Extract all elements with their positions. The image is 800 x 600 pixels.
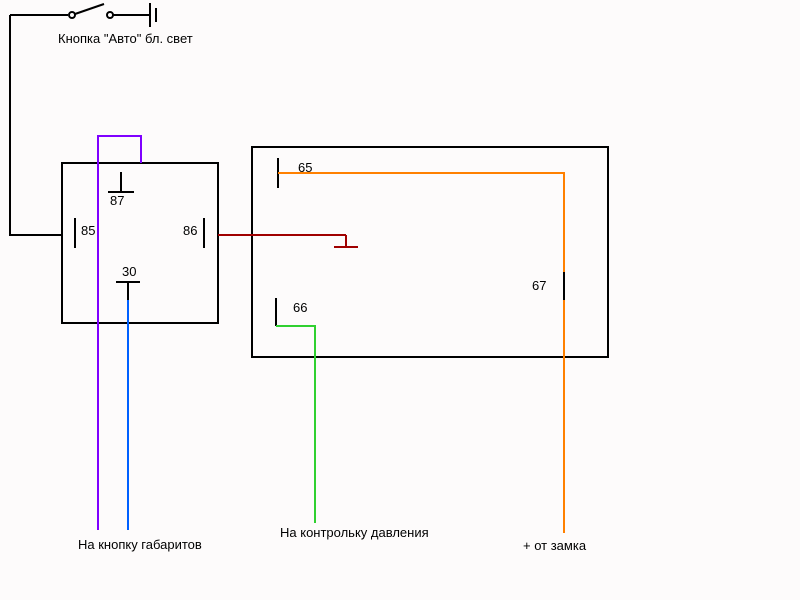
pin-65-label: 65: [298, 160, 312, 175]
bottom-left-label: На кнопку габаритов: [78, 537, 202, 552]
wire-darkred: [218, 235, 358, 247]
pin-86-label: 86: [183, 223, 197, 238]
wire-orange-top: [278, 173, 564, 272]
pin-85-label: 85: [81, 223, 95, 238]
pin-87-label: 87: [110, 193, 124, 208]
switch-label: Кнопка "Авто" бл. свет: [58, 31, 193, 46]
wiring-diagram: [0, 0, 800, 600]
relay-box-left: [62, 163, 218, 323]
bottom-right-label: + от замка: [523, 538, 586, 553]
pin-66-label: 66: [293, 300, 307, 315]
wire-green: [276, 326, 315, 523]
pin-30-label: 30: [122, 264, 136, 279]
wire-black-switch-to-85: [10, 15, 62, 235]
switch-assembly: [10, 3, 156, 27]
bottom-mid-label: На контрольку давления: [280, 525, 429, 540]
pin-67-label: 67: [532, 278, 546, 293]
